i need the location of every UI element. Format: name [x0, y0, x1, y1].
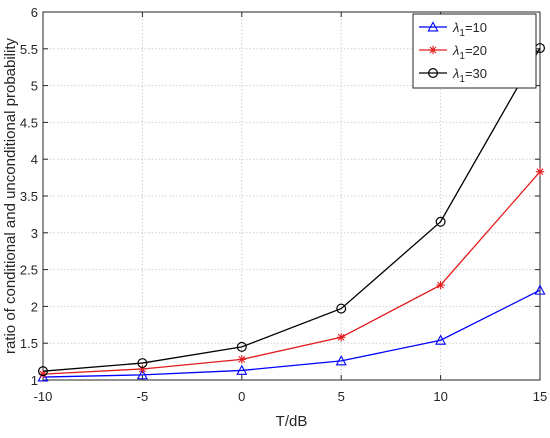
y-tick-label: 2.5 — [20, 263, 38, 278]
x-tick-label: 10 — [433, 389, 447, 404]
data-point-triangle — [335, 355, 347, 366]
legend-label: λ1=30 — [452, 66, 487, 85]
y-tick-label: 5 — [31, 79, 38, 94]
series-2 — [38, 167, 545, 379]
legend-label: λ1=10 — [452, 20, 487, 39]
data-point-asterisk — [337, 333, 346, 342]
data-point-circle — [236, 341, 247, 352]
x-axis-label: T/dB — [276, 413, 308, 430]
data-point-circle — [435, 216, 446, 227]
y-tick-label: 6 — [31, 5, 38, 20]
data-point-triangle — [236, 364, 248, 375]
series-line — [42, 171, 541, 375]
data-point-triangle — [427, 21, 439, 32]
data-point-circle — [428, 67, 439, 78]
y-tick-label: 4.5 — [20, 115, 38, 130]
data-point-asterisk — [436, 280, 445, 290]
y-tick-label: 3.5 — [20, 189, 38, 204]
legend: λ1=10 λ1=20 λ1=30 — [412, 13, 537, 89]
series-line — [42, 289, 541, 378]
axes — [42, 11, 541, 381]
x-tick-label: -10 — [34, 389, 53, 404]
data-point-circle — [37, 366, 48, 377]
y-tick-label: 2 — [31, 299, 38, 314]
data-point-asterisk — [535, 167, 545, 176]
legend-label: λ1=20 — [452, 43, 487, 62]
series-1 — [37, 284, 546, 382]
y-tick-label: 3 — [31, 226, 38, 241]
x-tick-label: 5 — [338, 389, 345, 404]
data-point-asterisk — [237, 355, 246, 364]
x-tick-label: 0 — [238, 389, 245, 404]
data-point-triangle — [534, 284, 546, 295]
y-tick-label: 1.5 — [20, 336, 38, 351]
series-line — [42, 47, 541, 372]
x-tick-label: -5 — [137, 389, 149, 404]
legend-entry: λ1=30 — [419, 66, 487, 85]
data-point-circle — [137, 358, 148, 369]
series-group — [37, 43, 546, 382]
y-tick-label: 5.5 — [20, 42, 38, 57]
legend-entry: λ1=20 — [419, 43, 487, 62]
y-axis-label: ratio of conditional and unconditional p… — [2, 37, 19, 354]
y-tick-label: 1 — [31, 373, 38, 388]
data-point-triangle — [136, 369, 148, 380]
x-tick-label: 15 — [533, 389, 547, 404]
data-point-triangle — [435, 334, 447, 345]
data-point-asterisk — [428, 45, 438, 55]
data-point-circle — [336, 303, 347, 314]
legend-entry: λ1=10 — [419, 20, 487, 39]
y-tick-label: 4 — [31, 152, 38, 167]
tick-labels: -10 -5 0 5 10 15 1 1.5 2 2.5 3 3.5 4 4.5 5 5.5 6 — [20, 5, 547, 404]
